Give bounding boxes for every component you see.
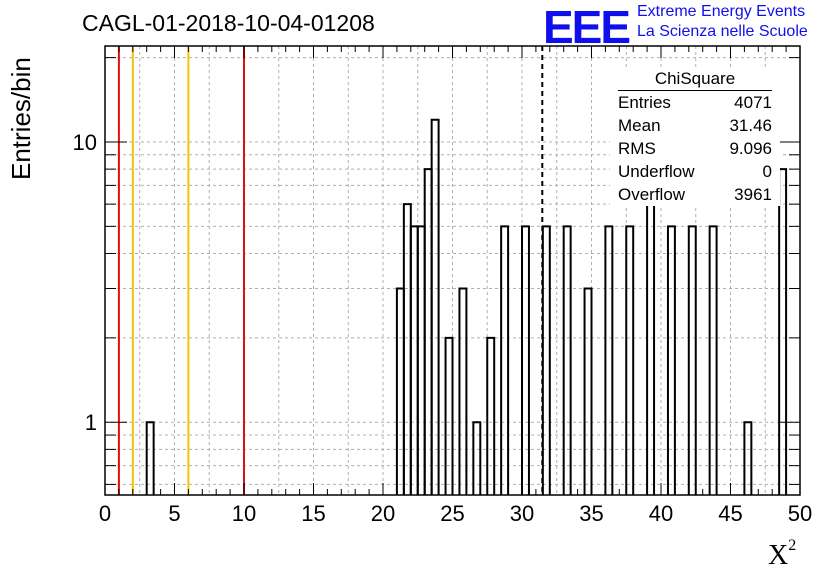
stats-value: 3961 — [734, 185, 772, 204]
stats-label: RMS — [618, 139, 656, 158]
x-tick-label: 20 — [371, 501, 395, 526]
x-tick-label: 5 — [168, 501, 180, 526]
histogram-bin — [625, 225, 635, 495]
histogram-bin — [430, 118, 440, 495]
stats-label: Overflow — [618, 185, 686, 204]
stats-title: ChiSquare — [618, 68, 772, 91]
histogram-bin — [541, 225, 551, 495]
stats-value: 31.46 — [729, 116, 772, 135]
x-tick-label: 25 — [440, 501, 464, 526]
histogram-bin — [500, 225, 510, 495]
stats-label: Mean — [618, 116, 661, 135]
stats-label: Underflow — [618, 162, 695, 181]
stats-label: Entries — [618, 93, 671, 112]
histogram-bin — [458, 287, 468, 495]
eee-logo: EEE — [543, 1, 631, 53]
histogram-bin — [423, 168, 433, 495]
stats-row: RMS 9.096 — [610, 137, 780, 160]
stats-row: Underflow 0 — [610, 160, 780, 183]
histogram-bin — [395, 287, 405, 495]
histogram-bin — [402, 203, 412, 495]
histogram-bin — [444, 336, 454, 495]
histogram-bin — [666, 225, 676, 495]
stats-row: Mean 31.46 — [610, 114, 780, 137]
histogram-bin — [646, 184, 656, 495]
stats-value: 9.096 — [729, 139, 772, 158]
x-tick-label: 30 — [510, 501, 534, 526]
y-tick-label: 10 — [73, 130, 97, 155]
threshold-lines — [117, 46, 544, 495]
histogram-bin — [521, 225, 530, 495]
x-tick-label: 15 — [301, 501, 325, 526]
logo-line-2: La Scienza nelle Scuole — [637, 23, 808, 40]
histogram-bin — [472, 421, 482, 495]
histogram-bin — [604, 225, 614, 495]
logo-text: Extreme Energy Events La Scienza nelle S… — [637, 2, 808, 42]
x-tick-label: 40 — [649, 501, 673, 526]
y-axis-label: Entries/bin — [6, 57, 36, 180]
x-tick-label: 45 — [718, 501, 742, 526]
logo-line-1: Extreme Energy Events — [637, 3, 806, 20]
histogram-bin — [486, 336, 496, 495]
histogram-bin — [743, 421, 753, 495]
x-axis-label-base: X — [768, 540, 789, 571]
histogram-bin — [416, 225, 426, 495]
x-tick-label: 35 — [579, 501, 603, 526]
tick-labels: 0 5 10 15 20 25 30 35 40 45 50 1 10 — [73, 130, 813, 526]
stats-row: Overflow 3961 — [610, 183, 780, 206]
x-axis-label: X2 — [768, 537, 796, 572]
histogram-bin — [778, 168, 788, 495]
stats-row: Entries 4071 — [610, 91, 780, 114]
x-axis-label-superscript: 2 — [788, 537, 797, 554]
y-tick-label: 1 — [85, 410, 97, 435]
stats-box: ChiSquare Entries 4071 Mean 31.46 RMS 9.096… — [610, 68, 780, 206]
histogram-bin — [145, 421, 155, 495]
histogram-bin — [583, 287, 593, 495]
stats-value: 0 — [762, 162, 772, 181]
histogram-bin — [409, 225, 419, 495]
histogram-bin — [708, 225, 718, 495]
stats-value: 4071 — [734, 93, 772, 112]
x-tick-label: 0 — [99, 501, 111, 526]
chart-title: CAGL-01-2018-10-04-01208 — [82, 10, 375, 36]
axis-ticks — [104, 46, 801, 495]
x-tick-label: 10 — [232, 501, 256, 526]
x-tick-label: 50 — [788, 501, 812, 526]
histogram-bin — [562, 225, 572, 495]
histogram-bin — [687, 225, 697, 495]
